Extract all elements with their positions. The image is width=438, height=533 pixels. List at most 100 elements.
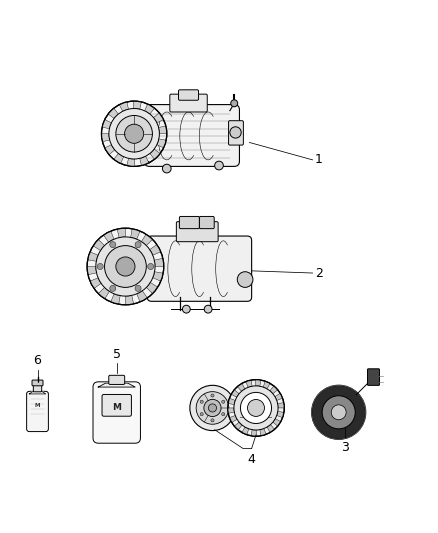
Wedge shape	[108, 108, 118, 118]
Wedge shape	[103, 231, 114, 242]
FancyBboxPatch shape	[102, 394, 131, 416]
Wedge shape	[275, 393, 283, 400]
FancyBboxPatch shape	[33, 384, 42, 392]
Circle shape	[237, 272, 253, 287]
Wedge shape	[90, 278, 101, 288]
FancyBboxPatch shape	[93, 382, 141, 443]
Circle shape	[97, 263, 103, 270]
Text: 4: 4	[248, 453, 256, 466]
Wedge shape	[117, 228, 125, 238]
Circle shape	[124, 124, 144, 143]
Wedge shape	[267, 425, 275, 432]
Circle shape	[231, 100, 238, 107]
FancyBboxPatch shape	[109, 375, 125, 384]
Circle shape	[230, 127, 241, 138]
Wedge shape	[278, 402, 284, 408]
Circle shape	[102, 101, 167, 166]
Wedge shape	[273, 418, 281, 426]
Wedge shape	[114, 154, 124, 164]
Circle shape	[110, 241, 116, 248]
Circle shape	[110, 285, 116, 292]
Text: 2: 2	[315, 266, 323, 279]
Wedge shape	[131, 229, 140, 239]
Wedge shape	[134, 101, 141, 109]
Circle shape	[87, 228, 164, 305]
Circle shape	[331, 405, 346, 420]
Wedge shape	[99, 287, 110, 299]
Circle shape	[312, 385, 366, 439]
FancyBboxPatch shape	[170, 94, 207, 112]
Wedge shape	[88, 252, 98, 261]
Circle shape	[109, 109, 159, 159]
Circle shape	[208, 404, 216, 412]
Wedge shape	[260, 429, 266, 436]
Wedge shape	[93, 239, 105, 251]
Wedge shape	[87, 266, 96, 274]
Circle shape	[200, 413, 203, 416]
Wedge shape	[127, 158, 135, 166]
Text: M: M	[35, 403, 40, 408]
Text: 3: 3	[341, 441, 349, 455]
Wedge shape	[153, 113, 163, 123]
Wedge shape	[141, 234, 152, 246]
Wedge shape	[146, 282, 158, 294]
Circle shape	[135, 285, 141, 292]
Circle shape	[196, 392, 229, 424]
Circle shape	[183, 305, 190, 313]
Circle shape	[190, 385, 235, 431]
Wedge shape	[263, 381, 270, 389]
Text: 6: 6	[34, 354, 42, 367]
Wedge shape	[154, 259, 164, 266]
Polygon shape	[29, 391, 46, 394]
Wedge shape	[270, 386, 278, 394]
Circle shape	[200, 400, 203, 403]
Wedge shape	[153, 272, 163, 281]
Wedge shape	[231, 390, 239, 397]
FancyBboxPatch shape	[27, 391, 48, 432]
Text: 1: 1	[315, 154, 323, 166]
Wedge shape	[277, 411, 284, 418]
Wedge shape	[228, 398, 235, 405]
FancyBboxPatch shape	[180, 216, 199, 229]
Text: 5: 5	[113, 348, 121, 361]
Circle shape	[240, 392, 272, 424]
Circle shape	[96, 237, 155, 296]
FancyBboxPatch shape	[177, 222, 218, 241]
Wedge shape	[145, 104, 155, 114]
Circle shape	[116, 257, 135, 276]
Wedge shape	[159, 126, 167, 134]
FancyBboxPatch shape	[367, 369, 379, 385]
Circle shape	[322, 396, 355, 429]
Circle shape	[162, 164, 171, 173]
Wedge shape	[246, 380, 252, 387]
Wedge shape	[140, 156, 149, 166]
Circle shape	[222, 413, 225, 416]
Circle shape	[204, 305, 212, 313]
Circle shape	[215, 161, 223, 170]
FancyBboxPatch shape	[179, 90, 198, 100]
FancyBboxPatch shape	[199, 216, 214, 229]
Circle shape	[135, 241, 141, 248]
Circle shape	[211, 419, 214, 422]
Wedge shape	[105, 145, 115, 155]
Circle shape	[222, 400, 225, 403]
Polygon shape	[98, 383, 135, 387]
Circle shape	[211, 394, 214, 397]
Wedge shape	[251, 430, 257, 436]
Wedge shape	[150, 149, 160, 159]
Wedge shape	[111, 294, 120, 304]
Circle shape	[204, 399, 221, 417]
Circle shape	[148, 263, 154, 270]
Circle shape	[228, 379, 284, 436]
Wedge shape	[137, 291, 147, 302]
FancyBboxPatch shape	[144, 104, 240, 166]
Wedge shape	[119, 102, 128, 111]
Wedge shape	[102, 119, 111, 128]
FancyBboxPatch shape	[147, 236, 252, 301]
Text: M: M	[112, 403, 121, 412]
Circle shape	[116, 116, 152, 152]
Circle shape	[247, 399, 265, 416]
Wedge shape	[234, 422, 242, 430]
Wedge shape	[228, 408, 234, 414]
Circle shape	[105, 246, 146, 287]
